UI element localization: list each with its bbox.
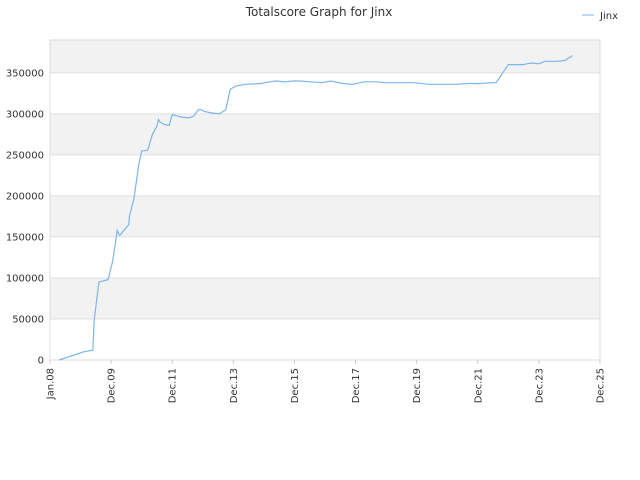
y-tick-label: 300000 <box>6 109 44 120</box>
x-tick-label: Dec.15 <box>290 368 301 403</box>
background-band-0 <box>50 277 600 319</box>
chart-title: Totalscore Graph for Jinx <box>245 5 393 19</box>
x-tick-label: Dec.13 <box>229 368 240 403</box>
plot-border <box>49 39 601 361</box>
legend: Jinx <box>582 11 618 22</box>
y-tick-label: 200000 <box>6 191 44 202</box>
y-tick-label: 50000 <box>12 314 44 325</box>
x-axis: Jan.08 Dec.09 Dec.11 Dec.13 Dec.15 Dec.17 Dec.… <box>46 360 607 403</box>
x-tick-label: Dec.23 <box>534 368 545 403</box>
y-axis: 0 50000 100000 150000 200000 250000 300000 3500… <box>6 68 44 366</box>
background-bands <box>50 40 600 319</box>
x-tick-label: Dec.19 <box>412 368 423 403</box>
legend-label-jinx: Jinx <box>599 11 618 22</box>
x-tick-label: Jan.08 <box>46 368 57 400</box>
x-tick-label: Dec.17 <box>351 368 362 403</box>
y-tick-label: 0 <box>38 356 44 367</box>
background-band-3 <box>50 40 600 73</box>
y-tick-label: 350000 <box>6 68 44 79</box>
background-band-2 <box>50 113 600 155</box>
y-tick-label: 100000 <box>6 273 44 284</box>
x-tick-label: Dec.09 <box>107 368 118 403</box>
x-tick-label: Dec.21 <box>473 368 484 403</box>
x-tick-label: Dec.11 <box>168 368 179 403</box>
y-tick-label: 250000 <box>6 150 44 161</box>
background-band-1 <box>50 195 600 237</box>
x-tick-label: Dec.25 <box>596 368 607 403</box>
plot-area <box>49 39 601 361</box>
series-line-jinx <box>59 55 573 361</box>
y-tick-label: 150000 <box>6 232 44 243</box>
